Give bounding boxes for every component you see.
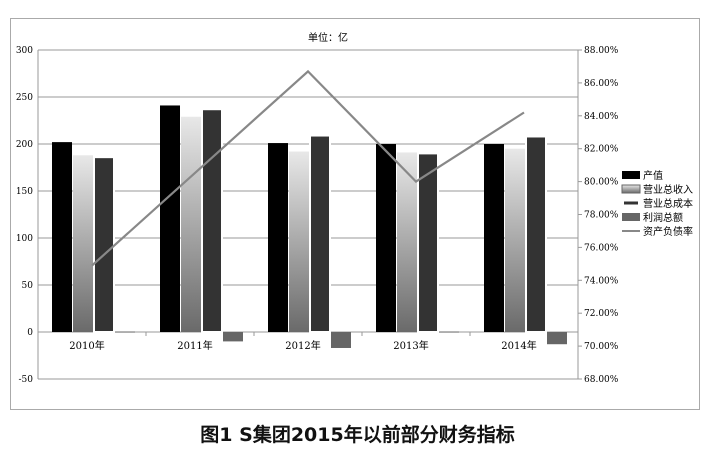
- bar-利润总额: [223, 332, 243, 342]
- chart-frame: [10, 18, 700, 410]
- bar-产值: [160, 105, 180, 333]
- y2-tick-label: 82.00%: [584, 145, 619, 155]
- bar-营业总成本: [93, 156, 115, 333]
- bar-营业总收入: [505, 148, 525, 332]
- y2-tick-label: 70.00%: [584, 342, 619, 352]
- bar-利润总额: [439, 331, 459, 333]
- bar-营业总成本: [201, 108, 223, 333]
- x-tick-label: 2013年: [393, 339, 428, 352]
- y-tick-label: 100: [16, 234, 33, 244]
- y-tick-label: 300: [16, 46, 33, 56]
- bar-产值: [52, 142, 72, 332]
- bar-营业总收入: [289, 151, 309, 332]
- x-tick-label: 2014年: [501, 339, 536, 352]
- legend-label: 利润总额: [643, 211, 683, 224]
- x-tick-label: 2010年: [69, 339, 104, 352]
- bar-产值: [268, 143, 288, 332]
- legend-swatch: [621, 184, 641, 194]
- figure-caption: 图1 S集团2015年以前部分财务指标: [200, 424, 515, 446]
- bar-营业总收入: [397, 152, 417, 332]
- y2-tick-label: 78.00%: [584, 211, 619, 221]
- legend-swatch: [622, 171, 640, 179]
- y-tick-label: -50: [19, 375, 34, 385]
- x-tick-label: 2012年: [285, 339, 320, 352]
- y2-tick-label: 80.00%: [584, 178, 619, 188]
- bar-营业总收入: [181, 116, 201, 333]
- chart: 单位：亿 -50 0 50 100 150 200 250 300 68.00% 70.00% 72…: [16, 31, 693, 385]
- y2-tick-label: 76.00%: [584, 243, 619, 253]
- chart-title: 单位：亿: [308, 31, 348, 44]
- legend-swatch: [622, 213, 640, 221]
- bar-营业总收入: [73, 155, 93, 332]
- legend-label: 资产负债率: [643, 225, 693, 238]
- bar-利润总额: [547, 332, 567, 345]
- y2-tick-label: 68.00%: [584, 375, 619, 385]
- legend-label: 产值: [643, 169, 663, 182]
- y-tick-label: 0: [27, 328, 33, 338]
- bar-产值: [484, 144, 504, 332]
- legend-label: 营业总收入: [643, 183, 693, 196]
- bar-利润总额: [115, 331, 135, 333]
- bar-产值: [376, 144, 396, 332]
- bar-营业总成本: [417, 152, 439, 333]
- y2-tick-label: 84.00%: [584, 112, 619, 122]
- y-tick-label: 150: [16, 187, 33, 197]
- y2-tick-label: 88.00%: [584, 46, 619, 56]
- y2-tick-label: 86.00%: [584, 79, 619, 89]
- y-tick-label: 200: [16, 140, 33, 150]
- y-tick-label: 50: [22, 281, 34, 291]
- x-tick-label: 2011年: [177, 339, 212, 352]
- bar-营业总成本: [309, 134, 331, 333]
- bar-营业总成本: [525, 135, 547, 333]
- legend-swatch: [624, 201, 638, 205]
- y2-tick-label: 72.00%: [584, 309, 619, 319]
- y2-tick-label: 74.00%: [584, 276, 619, 286]
- y-tick-label: 250: [16, 93, 33, 103]
- bar-利润总额: [331, 332, 351, 348]
- legend-label: 营业总成本: [643, 197, 693, 210]
